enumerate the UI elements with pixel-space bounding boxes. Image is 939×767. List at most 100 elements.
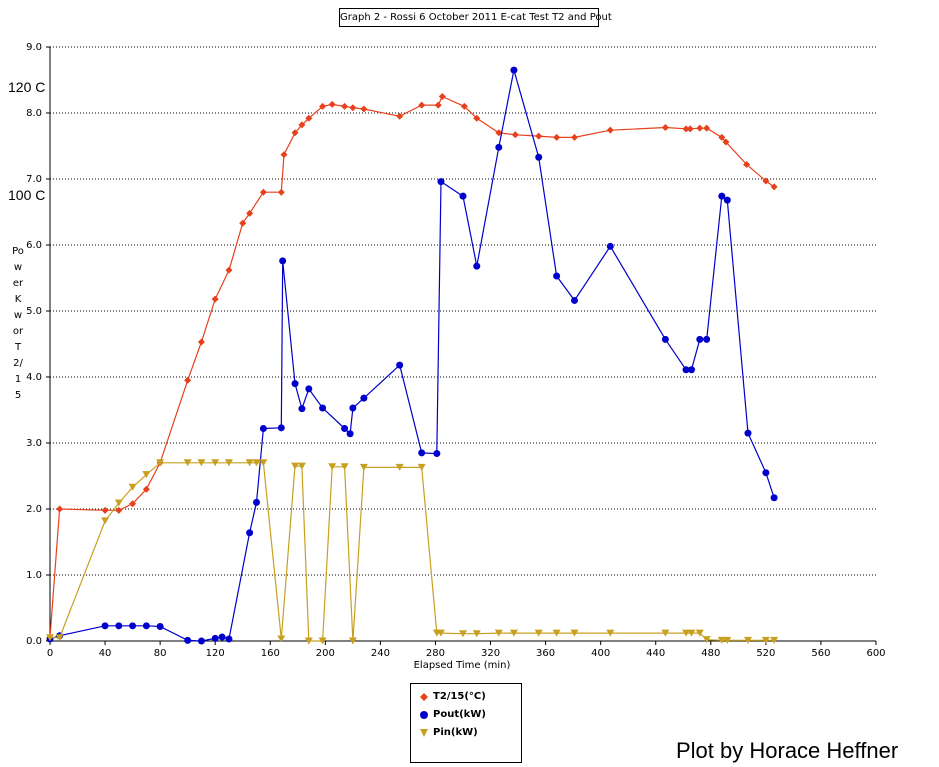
data-point [197, 338, 205, 346]
data-point [552, 629, 561, 637]
x-tick-label: 40 [99, 648, 112, 659]
data-point [743, 160, 751, 168]
data-point [395, 463, 404, 471]
data-point [246, 529, 254, 537]
data-point [535, 132, 543, 140]
legend-item-pin: Pin(kW) [419, 726, 478, 740]
data-point [46, 634, 54, 642]
data-point [571, 296, 579, 304]
data-point [359, 463, 368, 471]
data-point [305, 114, 313, 122]
data-point [396, 361, 404, 369]
data-point [417, 463, 426, 471]
data-point [360, 394, 368, 402]
data-point [197, 637, 205, 645]
data-point [606, 126, 614, 134]
data-point [571, 133, 579, 141]
data-point [341, 424, 349, 432]
data-point [277, 188, 285, 196]
data-point [606, 242, 614, 250]
data-point [55, 634, 64, 642]
data-point [142, 485, 150, 493]
series-line [50, 462, 775, 642]
legend-label-pout: Pout(kW) [433, 709, 486, 720]
chart-title: Graph 2 - Rossi 6 October 2011 E-cat Tes… [339, 8, 612, 27]
y-tick-label: 7.0 [26, 174, 42, 185]
series-0 [46, 93, 778, 642]
data-point [279, 257, 287, 265]
series-2 [46, 459, 779, 645]
data-point [298, 405, 306, 413]
legend: T2/15(°C) Pout(kW) Pin(kW) [410, 683, 522, 763]
data-point [304, 637, 313, 645]
data-point [225, 266, 233, 274]
x-tick-label: 80 [154, 648, 167, 659]
y-tick-label: 2.0 [26, 504, 42, 515]
series-line [49, 95, 775, 638]
data-point [682, 125, 690, 133]
data-point [218, 633, 226, 641]
data-point [682, 629, 691, 637]
data-point [319, 102, 327, 110]
data-point [437, 178, 445, 186]
data-point [494, 629, 503, 637]
data-point [553, 133, 561, 141]
data-point [770, 183, 778, 191]
data-point [115, 622, 123, 630]
data-point [553, 272, 561, 280]
data-point [534, 629, 543, 637]
data-point [570, 629, 579, 637]
data-point [661, 124, 669, 132]
data-point [473, 114, 481, 122]
data-point [239, 219, 247, 227]
data-point [291, 129, 299, 137]
data-point [682, 366, 690, 374]
data-point [761, 636, 770, 644]
x-axis-label: Elapsed Time (min) [414, 660, 511, 671]
data-point [291, 380, 299, 388]
grid-lines [50, 46, 876, 576]
x-tick-label: 160 [261, 648, 280, 659]
circle-marker-icon [420, 711, 428, 719]
data-point [101, 506, 109, 514]
data-point [259, 424, 267, 432]
data-point [211, 634, 219, 642]
data-point [744, 429, 752, 437]
x-tick-label: 0 [47, 648, 53, 659]
annotation-100c: 100 C [8, 187, 46, 203]
y-tick-label: 0.0 [26, 636, 42, 647]
credit-text: Plot by Horace Heffner [676, 738, 899, 763]
data-point [297, 462, 306, 470]
data-point [245, 459, 254, 467]
data-point [473, 262, 481, 270]
series-line [49, 69, 775, 642]
data-point [396, 112, 404, 120]
x-tick-label: 240 [371, 648, 390, 659]
data-point [348, 637, 357, 645]
y-tick-label: 5.0 [26, 306, 42, 317]
x-tick-label: 600 [866, 648, 885, 659]
data-point [472, 630, 481, 638]
data-point [696, 335, 704, 343]
series-group [46, 66, 779, 645]
data-point [703, 124, 711, 132]
data-point [661, 335, 669, 343]
data-point [460, 102, 468, 110]
x-tick-label: 400 [591, 648, 610, 659]
data-point [511, 131, 519, 139]
data-point [723, 196, 731, 204]
y-tick-label: 8.0 [26, 108, 42, 119]
data-point [318, 637, 327, 645]
data-point [142, 471, 151, 479]
data-point [341, 102, 349, 110]
data-point [305, 385, 313, 393]
data-point [319, 404, 327, 412]
data-point [762, 469, 770, 477]
data-point [211, 295, 219, 303]
data-point [252, 459, 261, 467]
x-tick-label: 280 [426, 648, 445, 659]
data-point [298, 121, 306, 129]
data-point [253, 498, 260, 506]
x-tick-label: 520 [756, 648, 775, 659]
data-point [211, 459, 220, 467]
